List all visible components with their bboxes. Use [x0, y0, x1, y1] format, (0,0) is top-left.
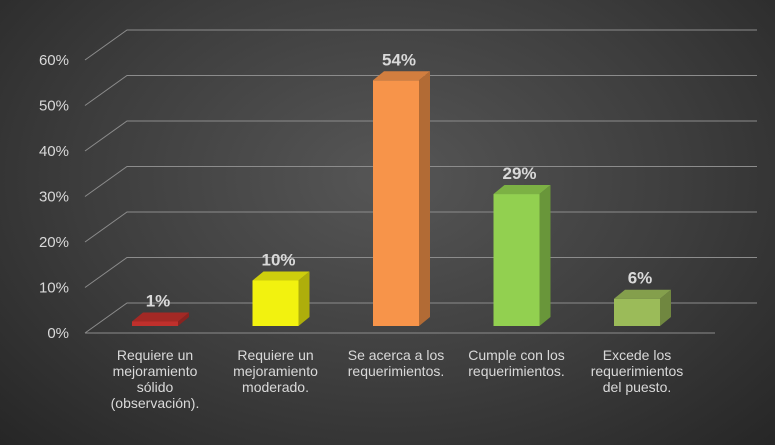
bar-side — [178, 312, 189, 326]
data-label: 6% — [628, 269, 653, 288]
gridline — [84, 166, 757, 197]
gridline — [84, 75, 757, 106]
bar-top — [614, 289, 671, 299]
y-tick-label: 50% — [39, 98, 69, 115]
bar-top — [493, 185, 551, 195]
bar — [252, 271, 310, 326]
category-labels: Requiere un mejoramiento sólido (observació… — [111, 347, 684, 411]
bar-top — [132, 312, 189, 322]
gridline — [84, 120, 757, 152]
gridline — [84, 29, 757, 61]
bar-front — [132, 321, 178, 326]
bar — [614, 289, 671, 326]
bars — [132, 71, 671, 326]
gridlines — [84, 29, 757, 334]
bar-side — [660, 289, 671, 326]
data-label: 10% — [261, 251, 295, 270]
y-tick-label: 40% — [39, 143, 69, 160]
y-tick-label: 10% — [39, 280, 69, 297]
y-tick-label: 0% — [47, 325, 69, 342]
bar-side — [539, 185, 551, 326]
data-label: 1% — [146, 291, 171, 310]
bar-front — [493, 194, 540, 326]
bar-front — [252, 280, 299, 326]
bar — [373, 71, 430, 326]
bar-side — [298, 271, 310, 326]
y-tick-label: 60% — [39, 52, 69, 69]
data-label: 29% — [502, 164, 536, 183]
bar-front — [614, 298, 660, 326]
category-label: Se acerca a los requerimientos. — [348, 347, 445, 379]
data-labels: 1% 10% 54% 29% 6% — [146, 50, 653, 310]
category-label: Excede los requerimientos del puesto. — [591, 347, 684, 395]
bar — [493, 185, 551, 326]
bar-side — [419, 71, 430, 326]
y-axis-ticks: 0% 10% 20% 30% 40% 50% 60% — [39, 52, 69, 342]
data-label: 54% — [382, 50, 416, 69]
category-label: Requiere un mejoramiento moderado. — [233, 347, 318, 395]
bar-top — [252, 271, 310, 281]
bar-front — [373, 80, 419, 326]
category-label: Requiere un mejoramiento sólido (observació… — [111, 347, 200, 411]
y-tick-label: 20% — [39, 234, 69, 251]
category-label: Cumple con los requerimientos. — [468, 347, 565, 379]
bar — [132, 312, 189, 326]
y-tick-label: 30% — [39, 189, 69, 206]
bar-top — [373, 71, 430, 81]
